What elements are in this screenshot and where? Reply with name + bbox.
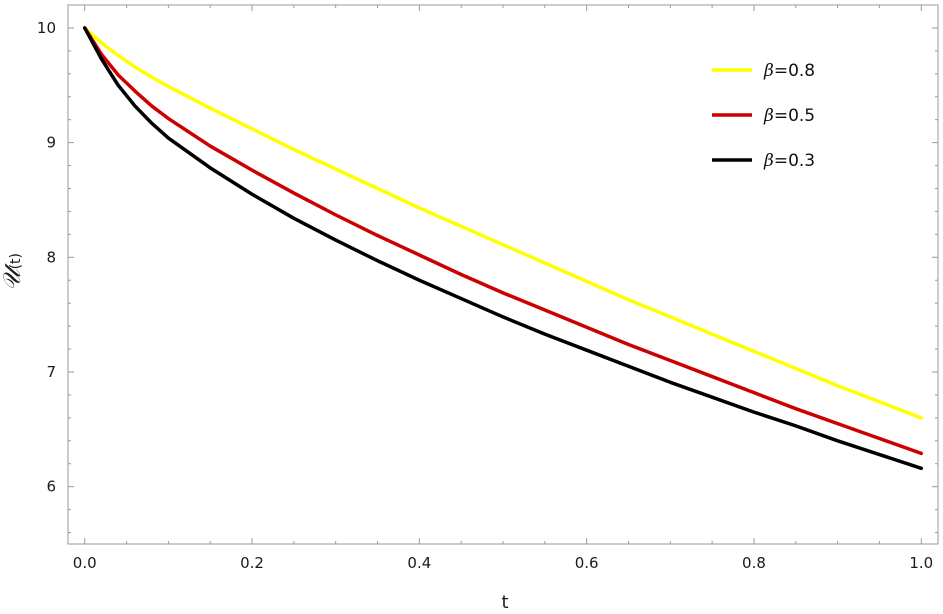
legend-symbol: β [763, 151, 774, 171]
svg-text:𝒰(t): 𝒰(t) [0, 253, 26, 291]
y-tick-label: 10 [37, 19, 56, 37]
legend-symbol: β [763, 61, 774, 81]
legend-value: =0.5 [774, 106, 815, 126]
legend-label: β=0.8 [763, 61, 815, 81]
legend-value: =0.8 [774, 61, 815, 81]
y-axis-ticks: 6 7 8 9 10 [37, 4, 938, 534]
y-tick-label: 6 [46, 478, 56, 496]
x-tick-label: 0.8 [742, 554, 766, 572]
y-tick-label: 7 [46, 363, 56, 381]
series-line-1 [82, 26, 924, 420]
x-axis-ticks: 0.0 0.2 0.4 0.6 0.8 1.0 [73, 5, 933, 572]
legend-value: =0.3 [774, 151, 815, 171]
y-axis-title: 𝒰(t) [0, 253, 26, 291]
legend-item-1: β=0.8 [712, 61, 815, 81]
series-line-3 [82, 26, 924, 471]
plot-frame [67, 4, 939, 545]
legend-item-3: β=0.3 [712, 151, 815, 171]
x-tick-label: 0.2 [240, 554, 264, 572]
legend-symbol: β [763, 106, 774, 126]
series-lines [82, 26, 924, 471]
y-tick-label: 8 [46, 248, 56, 266]
series-line-2 [82, 26, 924, 456]
legend: β=0.8β=0.5β=0.3 [712, 61, 815, 171]
x-tick-label: 1.0 [909, 554, 933, 572]
legend-label: β=0.5 [763, 106, 815, 126]
x-axis-title: t [501, 592, 508, 613]
x-tick-label: 0.4 [407, 554, 431, 572]
y-axis-title-argument: (t) [8, 253, 24, 269]
x-tick-label: 0.6 [575, 554, 599, 572]
legend-item-2: β=0.5 [712, 106, 815, 126]
y-tick-label: 9 [46, 134, 56, 152]
x-tick-label: 0.0 [73, 554, 97, 572]
legend-label: β=0.3 [763, 151, 815, 171]
